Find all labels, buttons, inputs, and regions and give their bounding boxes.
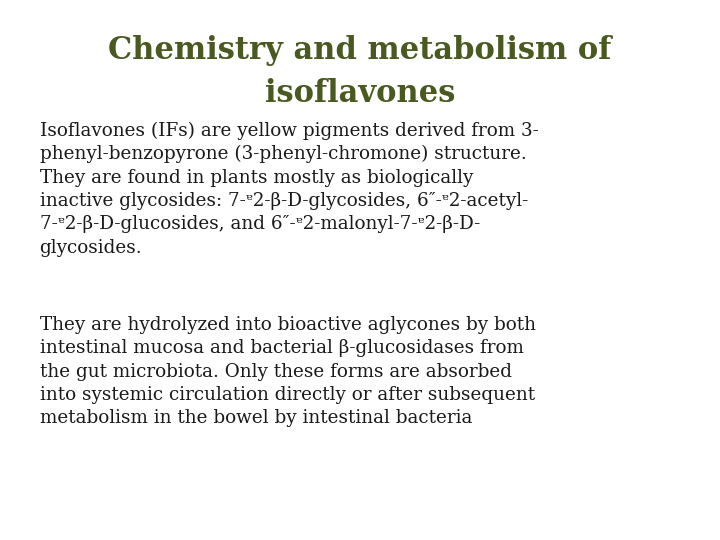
Text: Chemistry and metabolism of: Chemistry and metabolism of — [108, 35, 612, 66]
Text: isoflavones: isoflavones — [265, 78, 455, 109]
Text: Isoflavones (IFs) are yellow pigments derived from 3-
phenyl-benzopyrone (3-phen: Isoflavones (IFs) are yellow pigments de… — [40, 122, 539, 256]
Text: They are hydrolyzed into bioactive aglycones by both
intestinal mucosa and bacte: They are hydrolyzed into bioactive aglyc… — [40, 316, 536, 427]
